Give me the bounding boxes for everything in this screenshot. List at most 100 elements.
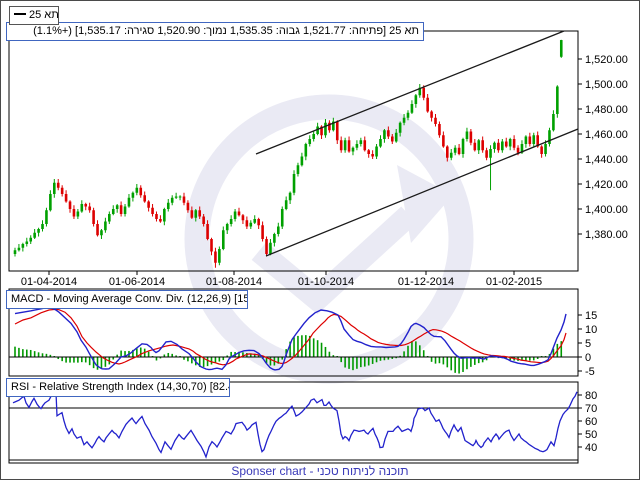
candle-body [170,197,174,203]
price-panel[interactable] [13,30,579,268]
panel-frames [8,30,579,464]
candle-body [277,226,280,234]
candle-body [72,209,76,217]
candle-body [25,241,29,244]
candle-body [422,87,426,98]
rsi-title-bar: RSI - Relative Strength Index (14,30,70)… [6,378,230,397]
y-tick-label: 1,400.00 [585,204,628,216]
candle-body [56,182,60,188]
candle-body [438,124,441,136]
candle-body [163,209,166,222]
candle-body [214,251,217,263]
candle-body [552,114,555,131]
candle-body [186,202,190,211]
candle-body [13,250,17,254]
candle-body [524,136,528,144]
y-tick-label: 50 [585,429,597,441]
candle-body [442,135,445,147]
candle-body [198,210,202,217]
candle-body [280,209,284,227]
y-tick-label: 60 [585,416,597,428]
y-tick-label: 10 [585,324,597,336]
candle-body [504,141,508,147]
candle-body [115,205,119,209]
candle-body [461,139,465,154]
candle-body [406,112,410,118]
candle-body [53,182,56,194]
candle-body [131,192,135,198]
candle-body [300,156,304,166]
candle-body [284,200,288,209]
y-tick-label: 80 [585,390,597,402]
candle-body [556,86,559,114]
candle-body [155,214,158,219]
candle-body [233,211,237,219]
candle-body [390,136,394,142]
candle-body [418,87,422,96]
series-legend: תא 25 [9,6,59,25]
candle-body [29,237,33,242]
candle-body [449,152,453,158]
candle-body [194,210,198,218]
candle-body [481,140,484,151]
candle-body [485,150,488,158]
lower-trendline [265,128,579,257]
candle-body [457,147,461,154]
candle-body [469,131,473,143]
candle-body [178,196,182,198]
candle-body [17,247,21,251]
candle-body [465,131,469,139]
price-panel-frame [8,30,579,272]
y-tick-label: 1,420.00 [585,179,628,191]
macd-title-text: MACD - Moving Average Conv. Div. (12,26,… [11,293,248,305]
candle-body [60,187,64,194]
x-tick-label: 01-06-2014 [109,276,165,288]
y-tick-label: 70 [585,403,597,415]
candle-body [489,149,492,158]
candle-body [477,140,481,151]
candle-body [123,206,127,214]
footer-credit: Sponser chart - תוכנה לניתוח טכני [1,464,639,478]
candle-body [512,139,516,148]
macd-signal-line [14,308,567,366]
y-tick-label: 1,380.00 [585,229,628,241]
candle-body [324,122,327,136]
candle-body [473,142,477,151]
candle-body [375,146,378,157]
candle-body [84,204,88,207]
candle-body [206,224,209,239]
candle-body [241,215,245,221]
candle-body [453,147,457,153]
rsi-line [12,390,578,459]
candle-body [308,139,312,144]
candle-body [379,139,382,147]
candle-body [528,136,532,144]
macd-panel[interactable] [9,306,578,374]
x-tick-label: 01-02-2015 [486,276,542,288]
upper-trendline [255,30,565,155]
y-tick-label: 1,460.00 [585,129,628,141]
y-tick-label: 1,520.00 [585,54,628,66]
candle-body [493,142,496,149]
candle-body [402,117,406,123]
candle-body [394,132,398,142]
candle-body [68,201,72,209]
x-tick-label: 01-12-2014 [398,276,454,288]
candle-body [237,211,241,216]
candle-body [296,165,300,174]
candle-body [265,239,268,254]
candle-body [371,154,374,157]
candle-body [516,147,520,153]
macd-title-bar: MACD - Moving Average Conv. Div. (12,26,… [6,290,248,309]
candle-body [108,214,111,222]
candle-body [351,147,355,152]
y-tick-label: 1,480.00 [585,104,628,116]
candle-body [355,144,359,148]
x-tick-label: 01-04-2014 [21,276,77,288]
candle-body [159,219,162,222]
candle-body [41,224,44,229]
candle-body [383,130,386,139]
rsi-panel[interactable] [9,390,578,461]
candle-body [174,196,178,198]
